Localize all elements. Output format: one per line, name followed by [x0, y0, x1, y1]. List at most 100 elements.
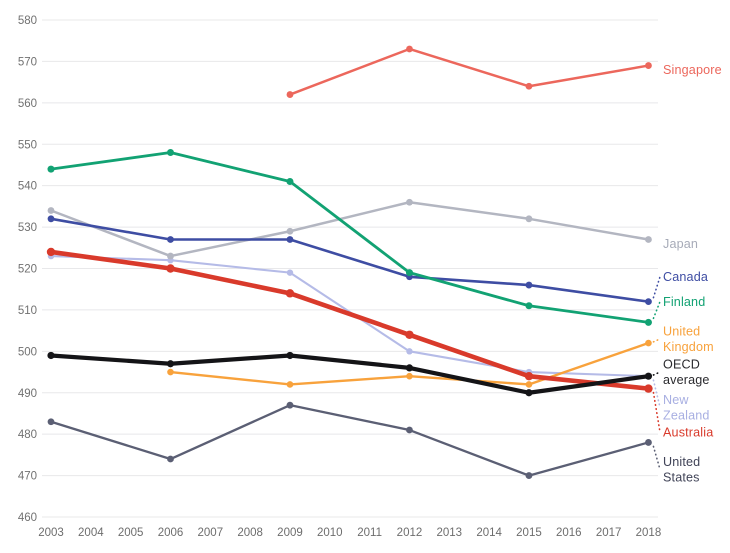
series-point-singapore	[406, 45, 413, 53]
series-point-united-kingdom	[525, 381, 533, 388]
x-tick-label: 2007	[198, 527, 224, 539]
series-point-finland	[525, 302, 533, 310]
series-line-australia	[48, 249, 651, 391]
series-point-japan	[286, 227, 294, 235]
x-tick-label: 2018	[636, 527, 662, 539]
x-tick-label: 2016	[556, 527, 582, 539]
series-point-finland	[47, 165, 55, 173]
series-line-united-states	[49, 404, 650, 477]
y-tick-label: 560	[18, 98, 37, 110]
leader-line-oecd-average	[652, 371, 661, 376]
y-tick-label: 500	[18, 346, 37, 358]
series-point-new-zealand	[406, 348, 413, 355]
series-point-united-states	[406, 426, 413, 434]
x-tick-label: 2010	[317, 527, 343, 539]
y-tick-label: 530	[18, 222, 37, 234]
series-point-united-states	[645, 439, 652, 446]
series-point-canada	[47, 215, 55, 223]
series-point-new-zealand	[286, 269, 294, 276]
series-label-new-zealand: New Zealand	[663, 393, 710, 423]
leader-line-australia	[652, 391, 661, 433]
series-point-australia	[644, 384, 653, 393]
series-line-canada	[49, 217, 650, 303]
series-point-singapore	[645, 62, 652, 69]
series-point-united-states	[167, 455, 174, 463]
series-point-japan	[167, 252, 174, 260]
series-point-finland	[286, 178, 294, 186]
y-tick-label: 490	[18, 388, 37, 400]
x-tick-label: 2005	[118, 527, 144, 539]
leader-line-finland	[652, 300, 661, 320]
series-point-united-kingdom	[167, 368, 174, 376]
series-point-singapore	[525, 82, 533, 90]
series-label-oecd-average: OECD average	[663, 358, 710, 388]
x-tick-label: 2004	[78, 527, 104, 539]
x-tick-label: 2003	[38, 527, 64, 539]
series-point-japan	[47, 207, 55, 214]
series-point-finland	[405, 269, 413, 277]
series-line-japan	[49, 200, 650, 258]
series-point-canada	[286, 236, 294, 243]
series-point-oecd-average	[644, 372, 653, 380]
series-point-finland	[166, 149, 174, 157]
x-tick-label: 2014	[476, 527, 502, 539]
y-tick-label: 510	[18, 305, 37, 317]
series-point-oecd-average	[166, 360, 175, 368]
leader-line-new-zealand	[652, 379, 661, 409]
series-point-finland	[644, 318, 652, 326]
y-tick-label: 550	[18, 139, 37, 151]
series-point-japan	[645, 236, 652, 243]
series-label-japan: Japan	[663, 237, 698, 251]
series-label-united-kingdom: United Kingdom	[663, 324, 714, 354]
y-tick-label: 470	[18, 471, 37, 483]
series-label-finland: Finland	[663, 295, 705, 309]
x-tick-label: 2008	[237, 527, 263, 539]
series-point-australia	[285, 289, 295, 298]
series-point-japan	[406, 198, 413, 206]
leader-line-canada	[652, 275, 661, 299]
series-line-singapore	[288, 47, 650, 96]
series-point-canada	[645, 298, 652, 306]
series-point-singapore	[286, 91, 294, 98]
series-point-australia	[166, 264, 175, 273]
series-label-australia: Australia	[663, 425, 713, 439]
series-point-australia	[46, 247, 56, 257]
series-point-united-kingdom	[286, 381, 294, 388]
y-tick-label: 580	[18, 15, 37, 27]
y-tick-label: 520	[18, 264, 37, 276]
series-point-united-states	[286, 401, 294, 409]
x-tick-label: 2015	[516, 527, 542, 539]
leader-line-united-kingdom	[652, 338, 661, 343]
series-label-singapore: Singapore	[663, 63, 722, 77]
y-tick-label: 540	[18, 181, 37, 193]
series-point-oecd-average	[525, 389, 533, 397]
series-point-australia	[524, 371, 534, 381]
series-line-oecd-average	[48, 353, 651, 395]
series-label-canada: Canada	[663, 270, 708, 284]
x-tick-label: 2006	[158, 527, 184, 539]
series-line-finland	[49, 151, 650, 324]
series-point-australia	[405, 330, 414, 339]
series-point-canada	[525, 281, 533, 289]
series-point-oecd-average	[405, 364, 414, 372]
series-point-oecd-average	[286, 351, 294, 360]
series-point-united-kingdom	[645, 339, 652, 347]
y-tick-label: 480	[18, 429, 37, 441]
leader-line-united-states	[652, 445, 661, 471]
series-point-oecd-average	[47, 351, 55, 360]
series-point-canada	[167, 236, 174, 243]
series-point-united-states	[525, 472, 533, 479]
x-tick-label: 2011	[357, 527, 382, 539]
x-tick-label: 2013	[437, 527, 463, 539]
x-tick-label: 2012	[397, 527, 423, 539]
x-tick-label: 2017	[596, 527, 622, 539]
series-point-japan	[525, 215, 533, 223]
series-point-united-states	[47, 418, 55, 426]
x-tick-label: 2009	[277, 527, 303, 539]
series-label-united-states: United States	[663, 455, 700, 485]
series-point-united-kingdom	[406, 372, 413, 380]
y-tick-label: 570	[18, 56, 37, 68]
y-tick-label: 460	[18, 512, 37, 524]
